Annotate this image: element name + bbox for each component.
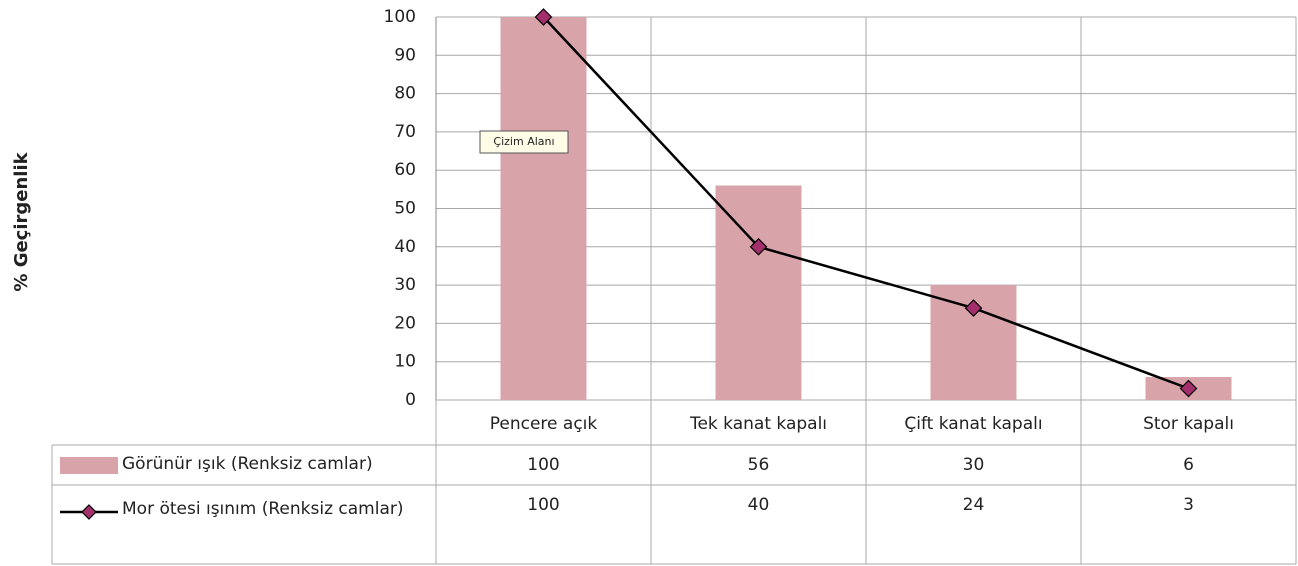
x-tick-label: Stor kapalı xyxy=(1143,414,1234,434)
table-value: 3 xyxy=(1183,495,1194,515)
legend-entry: Mor ötesi ışınım (Renksiz camlar) xyxy=(122,499,404,519)
y-tick-label: 70 xyxy=(394,122,416,142)
bar xyxy=(715,185,802,400)
marker xyxy=(1179,379,1198,398)
legend-swatch xyxy=(60,457,118,474)
legend-marker xyxy=(81,504,97,520)
tooltip: Çizim Alanı xyxy=(493,135,554,148)
y-tick-label: 40 xyxy=(394,237,416,257)
y-tick-label: 50 xyxy=(394,199,416,219)
table-value: 40 xyxy=(748,495,770,515)
y-tick-label: 10 xyxy=(394,352,416,372)
x-tick-label: Tek kanat kapalı xyxy=(689,414,827,434)
table-value: 30 xyxy=(963,455,985,475)
table-value: 56 xyxy=(748,455,770,475)
x-tick-label: Çift kanat kapalı xyxy=(904,414,1042,434)
y-tick-label: 60 xyxy=(394,160,416,180)
x-tick-label: Pencere açık xyxy=(490,414,598,434)
y-tick-label: 100 xyxy=(384,7,416,27)
y-tick-label: 30 xyxy=(394,275,416,295)
table-value: 100 xyxy=(527,495,559,515)
y-tick-label: 90 xyxy=(394,45,416,65)
line xyxy=(542,16,1189,390)
legend-label: Mor ötesi ışınım (Renksiz camlar) xyxy=(122,499,404,519)
marker xyxy=(749,237,768,256)
legend-label: Görünür ışık (Renksiz camlar) xyxy=(122,454,373,474)
table-value: 100 xyxy=(527,455,559,475)
y-tick-label: 20 xyxy=(394,313,416,333)
legend-entry: Görünür ışık (Renksiz camlar) xyxy=(122,454,373,474)
table-value: 24 xyxy=(963,495,985,515)
y-tick-label: 0 xyxy=(405,390,416,410)
bar xyxy=(500,17,587,400)
tooltip-box xyxy=(479,130,569,154)
marker xyxy=(534,8,553,26)
y-tick-label: 80 xyxy=(394,84,416,104)
table-value: 6 xyxy=(1183,455,1194,475)
marker xyxy=(964,299,983,317)
y-axis-title: % Geçirgenlik xyxy=(11,151,32,291)
